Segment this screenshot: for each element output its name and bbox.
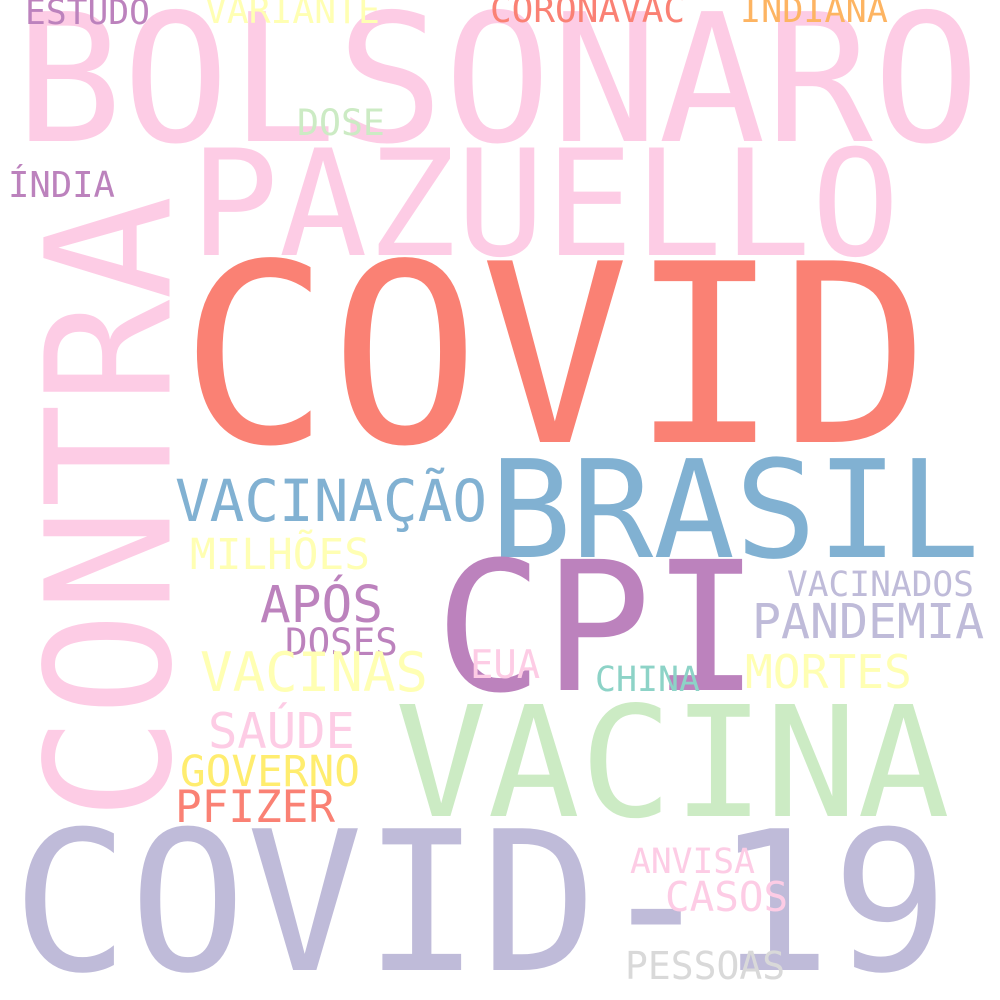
word-pfizer: PFIZER (175, 782, 336, 834)
word-indiana: INDIANA (740, 0, 888, 31)
word-governo: GOVERNO (180, 747, 360, 798)
word-dose: DOSE (297, 100, 385, 144)
word-casos: CASOS (665, 872, 789, 921)
word-vacinacao: VACINAÇÃO (175, 468, 488, 536)
word-mortes: MORTES (745, 644, 912, 699)
word-apos: APÓS (260, 575, 384, 635)
word-india: ÍNDIA (8, 164, 115, 206)
word-vacina: VACINA (395, 674, 950, 854)
word-variante: VARIANTE (205, 0, 380, 32)
word-pessoas: PESSOAS (625, 944, 786, 989)
word-vacinas: VACINAS (200, 641, 428, 705)
word-covid: COVID (180, 211, 930, 502)
word-covid-19: COVID-19 (12, 789, 949, 1000)
word-pandemia: PANDEMIA (752, 594, 985, 651)
word-estudo: ESTUDO (25, 0, 150, 34)
word-milhoes: MILHÕES (190, 530, 370, 581)
word-eua: EUA (470, 643, 541, 689)
word-coronavac: CORONAVAC (490, 0, 686, 31)
word-contra: CONTRA (8, 195, 211, 820)
word-bolsonaro: BOLSONARO (15, 0, 980, 185)
word-anvisa: ANVISA (630, 842, 755, 883)
word-pazuello: PAZUELLO (190, 117, 900, 290)
word-saude: SAÚDE (208, 703, 355, 761)
word-cpi: CPI (435, 524, 760, 733)
word-vacinados: VACINADOS (787, 565, 974, 606)
word-china: CHINA (595, 660, 701, 701)
word-brasil: BRASIL (490, 430, 980, 589)
word-doses: DOSES (285, 620, 398, 665)
